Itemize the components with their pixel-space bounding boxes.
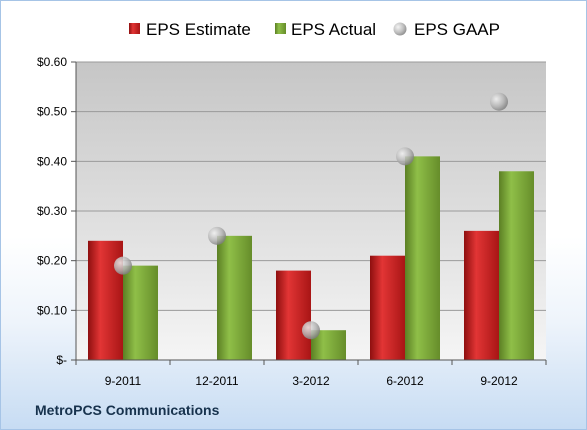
legend-label-gaap: EPS GAAP (414, 20, 500, 39)
gaap-marker (302, 321, 320, 340)
gaap-marker (114, 256, 132, 275)
legend-item-gaap: EPS GAAP (393, 20, 500, 39)
gaap-marker (490, 92, 508, 111)
gaap-marker (208, 226, 226, 245)
legend-swatch-estimate (129, 23, 140, 34)
bar-series (88, 156, 534, 360)
x-tick-label: 3-2012 (292, 374, 330, 388)
x-tick-label: 6-2012 (386, 374, 424, 388)
x-tick-label: 9-2011 (105, 374, 142, 388)
gaap-markers (114, 92, 508, 340)
y-tick-label: $0.30 (37, 204, 67, 218)
legend-item-actual: EPS Actual (275, 20, 376, 39)
estimate-bar (276, 270, 311, 360)
gaap-marker (396, 147, 414, 166)
y-tick-label: $0.40 (37, 154, 67, 168)
y-tick-label: $0.20 (37, 254, 67, 268)
actual-bar (405, 156, 440, 360)
y-tick-label: $0.60 (37, 55, 67, 69)
actual-bar (123, 265, 158, 360)
legend-marker-gaap (393, 22, 407, 36)
estimate-bar (464, 230, 499, 360)
y-tick-label: $0.50 (37, 105, 67, 119)
x-tick-label: 12-2011 (195, 374, 238, 388)
legend: EPS Estimate EPS Actual EPS GAAP (129, 20, 500, 39)
estimate-bar (370, 255, 405, 360)
legend-swatch-actual (275, 23, 286, 34)
actual-bar (499, 171, 534, 360)
legend-label-actual: EPS Actual (291, 20, 376, 39)
legend-item-estimate: EPS Estimate (129, 20, 251, 39)
company-name: MetroPCS Communications (35, 402, 220, 418)
x-axis: 9-2011 12-2011 3-2012 6-2012 9-2012 (75, 359, 547, 388)
y-tick-label: $0.10 (37, 303, 67, 317)
y-tick-label: $- (56, 353, 67, 367)
legend-label-estimate: EPS Estimate (146, 20, 251, 39)
actual-bar (217, 235, 252, 360)
y-axis: $- $0.10 $0.20 $0.30 $0.40 $0.50 $0.60 (37, 55, 77, 367)
x-tick-label: 9-2012 (480, 374, 518, 388)
